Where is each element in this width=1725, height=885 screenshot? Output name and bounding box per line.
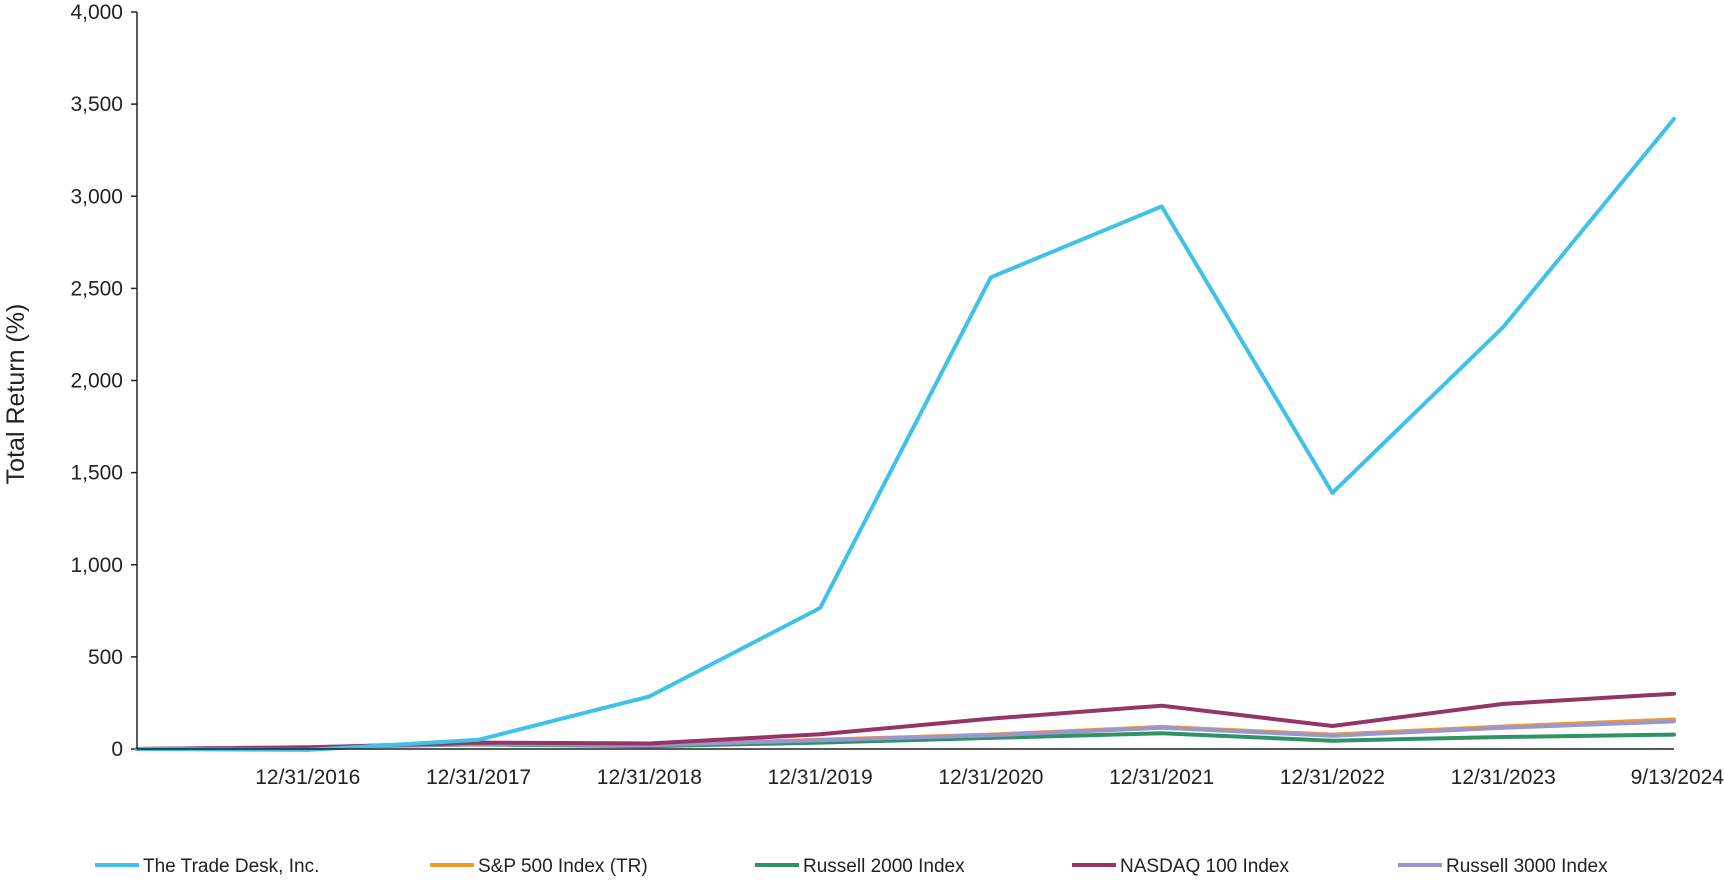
x-tick-label: 12/31/2021 <box>1109 766 1214 789</box>
legend-label: NASDAQ 100 Index <box>1120 856 1289 877</box>
y-tick-label: 2,500 <box>70 277 123 300</box>
x-tick-label: 12/31/2016 <box>255 766 360 789</box>
x-tick-label: 12/31/2019 <box>768 766 873 789</box>
y-tick-label: 4,000 <box>70 1 123 24</box>
y-tick-label: 3,500 <box>70 93 123 116</box>
y-tick-label: 500 <box>88 646 123 669</box>
x-axis: 12/31/2016 12/31/2017 12/31/2018 12/31/2019… <box>255 766 1724 789</box>
y-tick-label: 2,000 <box>70 370 123 393</box>
legend-label: Russell 3000 Index <box>1446 856 1608 877</box>
x-tick-label: 12/31/2022 <box>1280 766 1385 789</box>
legend: The Trade Desk, Inc. S&P 500 Index (TR) Ru… <box>95 856 1608 877</box>
legend-label: Russell 2000 Index <box>803 856 965 877</box>
x-tick-label: 9/13/2024 <box>1631 766 1725 789</box>
x-tick-label: 12/31/2020 <box>938 766 1043 789</box>
x-tick-label: 12/31/2023 <box>1451 766 1556 789</box>
series-lines <box>135 116 1676 752</box>
y-tick-label: 1,000 <box>70 554 123 577</box>
legend-label: S&P 500 Index (TR) <box>478 856 648 877</box>
y-tick-label: 3,000 <box>70 185 123 208</box>
x-tick-label: 12/31/2017 <box>426 766 531 789</box>
x-tick-label: 12/31/2018 <box>597 766 702 789</box>
y-tick-label: 0 <box>111 738 123 761</box>
legend-label: The Trade Desk, Inc. <box>143 856 319 877</box>
y-axis-title: Total Return (%) <box>2 304 30 485</box>
series-line-0 <box>135 116 1676 752</box>
y-axis: 0 500 1,000 1,500 2,000 2,500 3,000 3,500 4,000 <box>70 1 137 761</box>
y-tick-label: 1,500 <box>70 462 123 485</box>
